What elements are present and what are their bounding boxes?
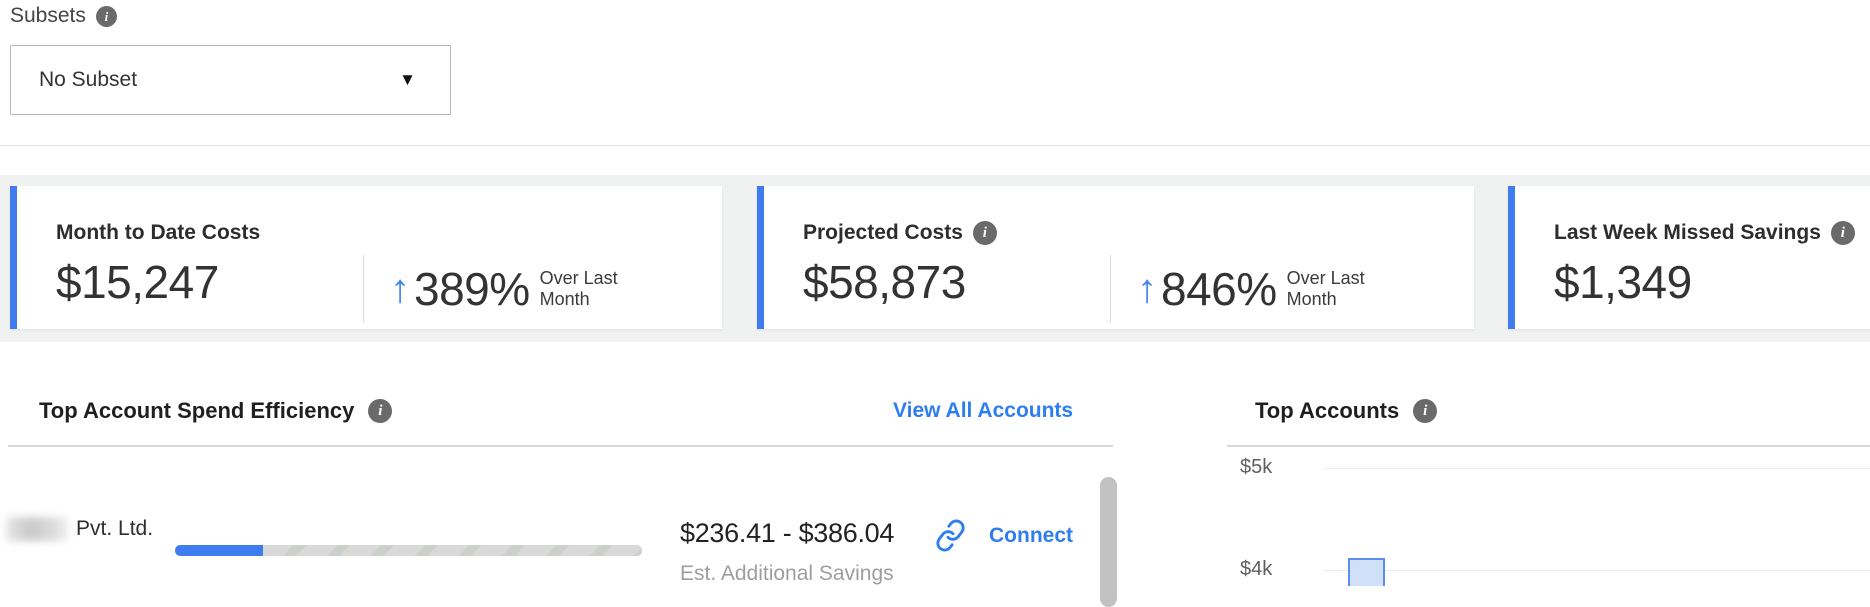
ytick-label-5k: $5k — [1240, 456, 1273, 478]
info-icon[interactable]: i — [1830, 221, 1855, 245]
info-icon[interactable]: i — [95, 5, 117, 27]
savings-range: $236.41 - $386.04 — [680, 518, 895, 548]
stat-cards-band: Month to Date Costs $15,247 ↑ 389% Over … — [0, 175, 1870, 342]
info-icon[interactable]: i — [1413, 399, 1438, 423]
connect-action[interactable]: Connect — [934, 519, 1073, 552]
chevron-down-icon: ▼ — [399, 70, 416, 89]
info-icon[interactable]: i — [368, 399, 393, 423]
card-title: Last Week Missed Savings i — [1554, 220, 1870, 246]
card-value: $1,349 — [1554, 256, 1692, 308]
card-change-section: ↑ 389% Over Last Month — [363, 255, 632, 323]
header-divider — [0, 145, 1870, 146]
arrow-up-icon: ↑ — [390, 267, 410, 311]
top-accounts-bar[interactable] — [1348, 558, 1385, 586]
efficiency-panel-divider — [8, 445, 1113, 447]
subset-dropdown-value: No Subset — [39, 68, 138, 91]
top-accounts-panel-divider — [1227, 445, 1870, 447]
card-month-to-date-costs: Month to Date Costs $15,247 ↑ 389% Over … — [10, 186, 722, 329]
redacted-account-name — [6, 517, 68, 542]
card-value: $58,873 — [803, 256, 966, 308]
efficiency-panel-title: Top Account Spend Efficiency i — [39, 398, 393, 424]
card-title: Projected Costs i — [803, 220, 1474, 246]
change-caption: Over Last Month — [1286, 268, 1365, 309]
card-last-week-missed-savings: Last Week Missed Savings i $1,349 — [1508, 186, 1870, 329]
card-value: $15,247 — [56, 256, 219, 308]
gridline-4k — [1324, 570, 1870, 571]
spend-efficiency-progress-bar — [175, 545, 642, 556]
view-all-accounts-link[interactable]: View All Accounts — [893, 399, 1074, 422]
ytick-label-4k: $4k — [1240, 558, 1273, 580]
connect-button[interactable]: Connect — [989, 523, 1073, 547]
gridline-5k — [1324, 468, 1870, 469]
info-icon[interactable]: i — [972, 221, 997, 245]
card-title: Month to Date Costs — [56, 221, 261, 244]
card-projected-costs: Projected Costs i $58,873 ↑ 846% Over La… — [757, 186, 1474, 329]
subsets-header: Subsets i — [10, 4, 117, 28]
progress-fill — [175, 545, 263, 556]
change-percent: 846% — [1161, 263, 1277, 315]
account-name: Pvt. Ltd. — [6, 514, 156, 544]
account-name-suffix: Pvt. Ltd. — [76, 517, 154, 540]
subsets-label: Subsets — [10, 4, 86, 27]
scrollbar-thumb[interactable] — [1100, 477, 1117, 607]
card-change-section: ↑ 846% Over Last Month — [1110, 255, 1379, 323]
top-accounts-panel-title: Top Accounts i — [1255, 398, 1438, 424]
change-caption: Over Last Month — [539, 268, 618, 309]
change-percent: 389% — [414, 263, 530, 315]
link-icon — [936, 519, 965, 552]
subset-dropdown[interactable]: No Subset ▼ — [10, 45, 451, 115]
arrow-up-icon: ↑ — [1137, 267, 1157, 311]
savings-caption: Est. Additional Savings — [680, 562, 894, 585]
